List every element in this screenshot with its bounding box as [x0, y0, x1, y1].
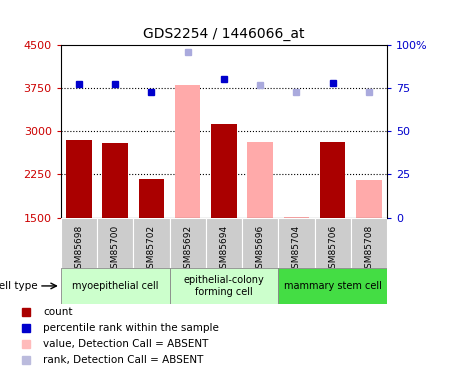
- Text: value, Detection Call = ABSENT: value, Detection Call = ABSENT: [43, 339, 208, 349]
- Bar: [248, 142, 273, 218]
- Text: GSM85706: GSM85706: [328, 225, 337, 274]
- Text: GSM85708: GSM85708: [364, 225, 373, 274]
- Bar: [242, 217, 278, 268]
- Bar: [61, 268, 170, 304]
- Text: cell type: cell type: [0, 281, 37, 291]
- Text: GSM85696: GSM85696: [256, 225, 265, 274]
- Text: GSM85694: GSM85694: [220, 225, 228, 274]
- Text: count: count: [43, 307, 72, 317]
- Text: mammary stem cell: mammary stem cell: [284, 281, 382, 291]
- Text: GSM85698: GSM85698: [74, 225, 83, 274]
- Text: GSM85704: GSM85704: [292, 225, 301, 274]
- Bar: [356, 180, 382, 218]
- Bar: [66, 140, 91, 218]
- Bar: [175, 85, 200, 218]
- Bar: [315, 217, 351, 268]
- Bar: [206, 217, 242, 268]
- Bar: [103, 143, 128, 218]
- Bar: [97, 217, 133, 268]
- Text: epithelial-colony
forming cell: epithelial-colony forming cell: [184, 275, 264, 297]
- Bar: [170, 268, 278, 304]
- Text: myoepithelial cell: myoepithelial cell: [72, 281, 158, 291]
- Bar: [211, 124, 237, 217]
- Text: rank, Detection Call = ABSENT: rank, Detection Call = ABSENT: [43, 354, 203, 364]
- Bar: [61, 217, 97, 268]
- Bar: [351, 217, 387, 268]
- Title: GDS2254 / 1446066_at: GDS2254 / 1446066_at: [143, 27, 305, 41]
- Text: GSM85700: GSM85700: [111, 225, 120, 274]
- Bar: [278, 268, 387, 304]
- Bar: [170, 217, 206, 268]
- Bar: [139, 179, 164, 218]
- Text: GSM85692: GSM85692: [183, 225, 192, 274]
- Text: GSM85702: GSM85702: [147, 225, 156, 274]
- Bar: [133, 217, 170, 268]
- Bar: [278, 217, 315, 268]
- Text: percentile rank within the sample: percentile rank within the sample: [43, 322, 219, 333]
- Bar: [320, 142, 345, 218]
